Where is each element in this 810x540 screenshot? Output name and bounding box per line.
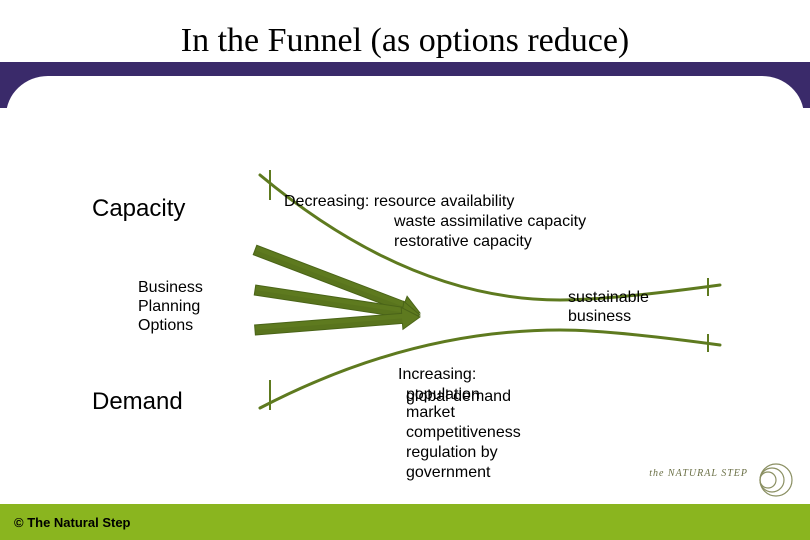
footer-copyright: © The Natural Step xyxy=(14,515,131,530)
increasing-line-6: government xyxy=(398,463,521,483)
capacity-label: Capacity xyxy=(92,195,185,223)
natural-step-logo: the NATURAL STEP xyxy=(648,462,798,498)
decreasing-line-1: waste assimilative capacity xyxy=(284,212,586,232)
decreasing-header: Decreasing: resource availability xyxy=(284,192,586,212)
increasing-header: Increasing: xyxy=(398,365,521,385)
demand-label: Demand xyxy=(92,388,183,416)
slide-stage: In the Funnel (as options reduce) Capaci… xyxy=(0,0,810,540)
increasing-line-4: competitiveness xyxy=(398,423,521,443)
logo-circles-icon xyxy=(750,462,798,498)
decreasing-line-2: restorative capacity xyxy=(284,232,586,252)
increasing-block: Increasing: population global demand mar… xyxy=(398,365,521,483)
sustainable-business-label: sustainable business xyxy=(568,288,649,326)
increasing-line-global: global demand xyxy=(406,387,511,407)
increasing-line-5: regulation by xyxy=(398,443,521,463)
decreasing-block: Decreasing: resource availability waste … xyxy=(284,192,586,252)
business-planning-options-label: Business Planning Options xyxy=(138,278,203,336)
logo-text: the NATURAL STEP xyxy=(649,468,748,479)
